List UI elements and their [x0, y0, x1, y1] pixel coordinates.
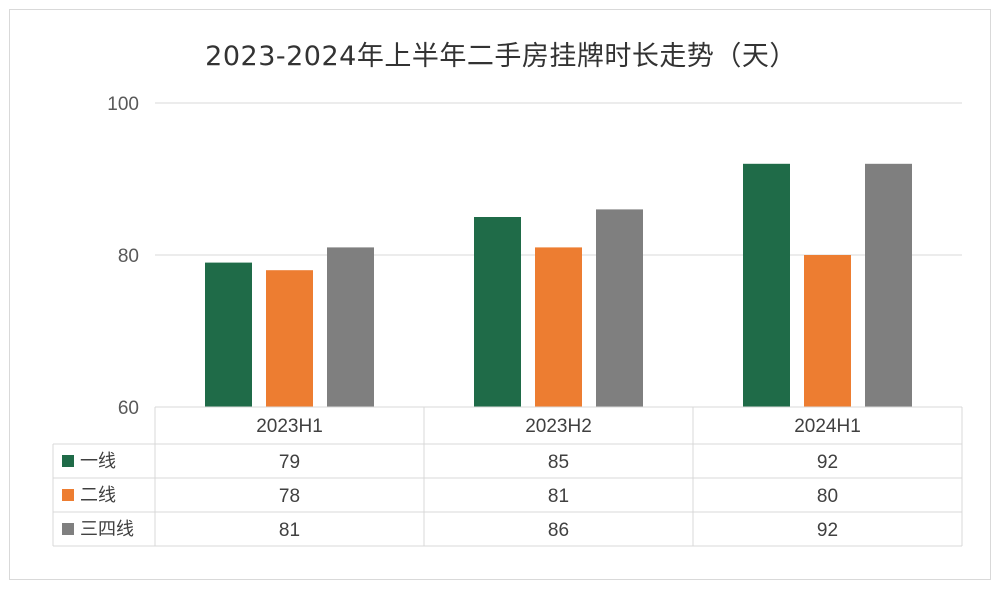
table-value: 79	[279, 452, 300, 473]
bar-2023H1-三四线	[327, 247, 374, 407]
bar-2023H1-二线	[266, 270, 313, 407]
table-value: 86	[548, 520, 569, 541]
series-label: 三四线	[80, 519, 134, 540]
table-value: 78	[279, 486, 300, 507]
bar-2024H1-一线	[743, 163, 790, 407]
table-value: 80	[817, 486, 838, 507]
table-value: 85	[548, 452, 569, 473]
series-label: 二线	[80, 485, 116, 506]
series-label: 一线	[80, 451, 116, 472]
bar-2023H2-三四线	[596, 209, 643, 407]
y-tick-label: 100	[107, 94, 139, 115]
y-tick-label: 80	[118, 246, 139, 267]
category-label: 2023H2	[525, 416, 592, 437]
bar-2024H1-二线	[804, 255, 851, 407]
bar-2023H1-一线	[205, 262, 252, 407]
legend-key-二线	[62, 489, 74, 501]
table-value: 92	[817, 520, 838, 541]
table-value: 92	[817, 452, 838, 473]
table-value: 81	[279, 520, 300, 541]
y-tick-label: 60	[118, 398, 139, 419]
chart-title: 2023-2024年上半年二手房挂牌时长走势（天）	[205, 41, 797, 72]
category-label: 2024H1	[794, 416, 861, 437]
legend-key-三四线	[62, 523, 74, 535]
legend-key-一线	[62, 455, 74, 467]
bar-2023H2-一线	[474, 217, 521, 407]
table-value: 81	[548, 486, 569, 507]
category-label: 2023H1	[256, 416, 323, 437]
bar-2023H2-二线	[535, 247, 582, 407]
bar-2024H1-三四线	[865, 163, 912, 407]
